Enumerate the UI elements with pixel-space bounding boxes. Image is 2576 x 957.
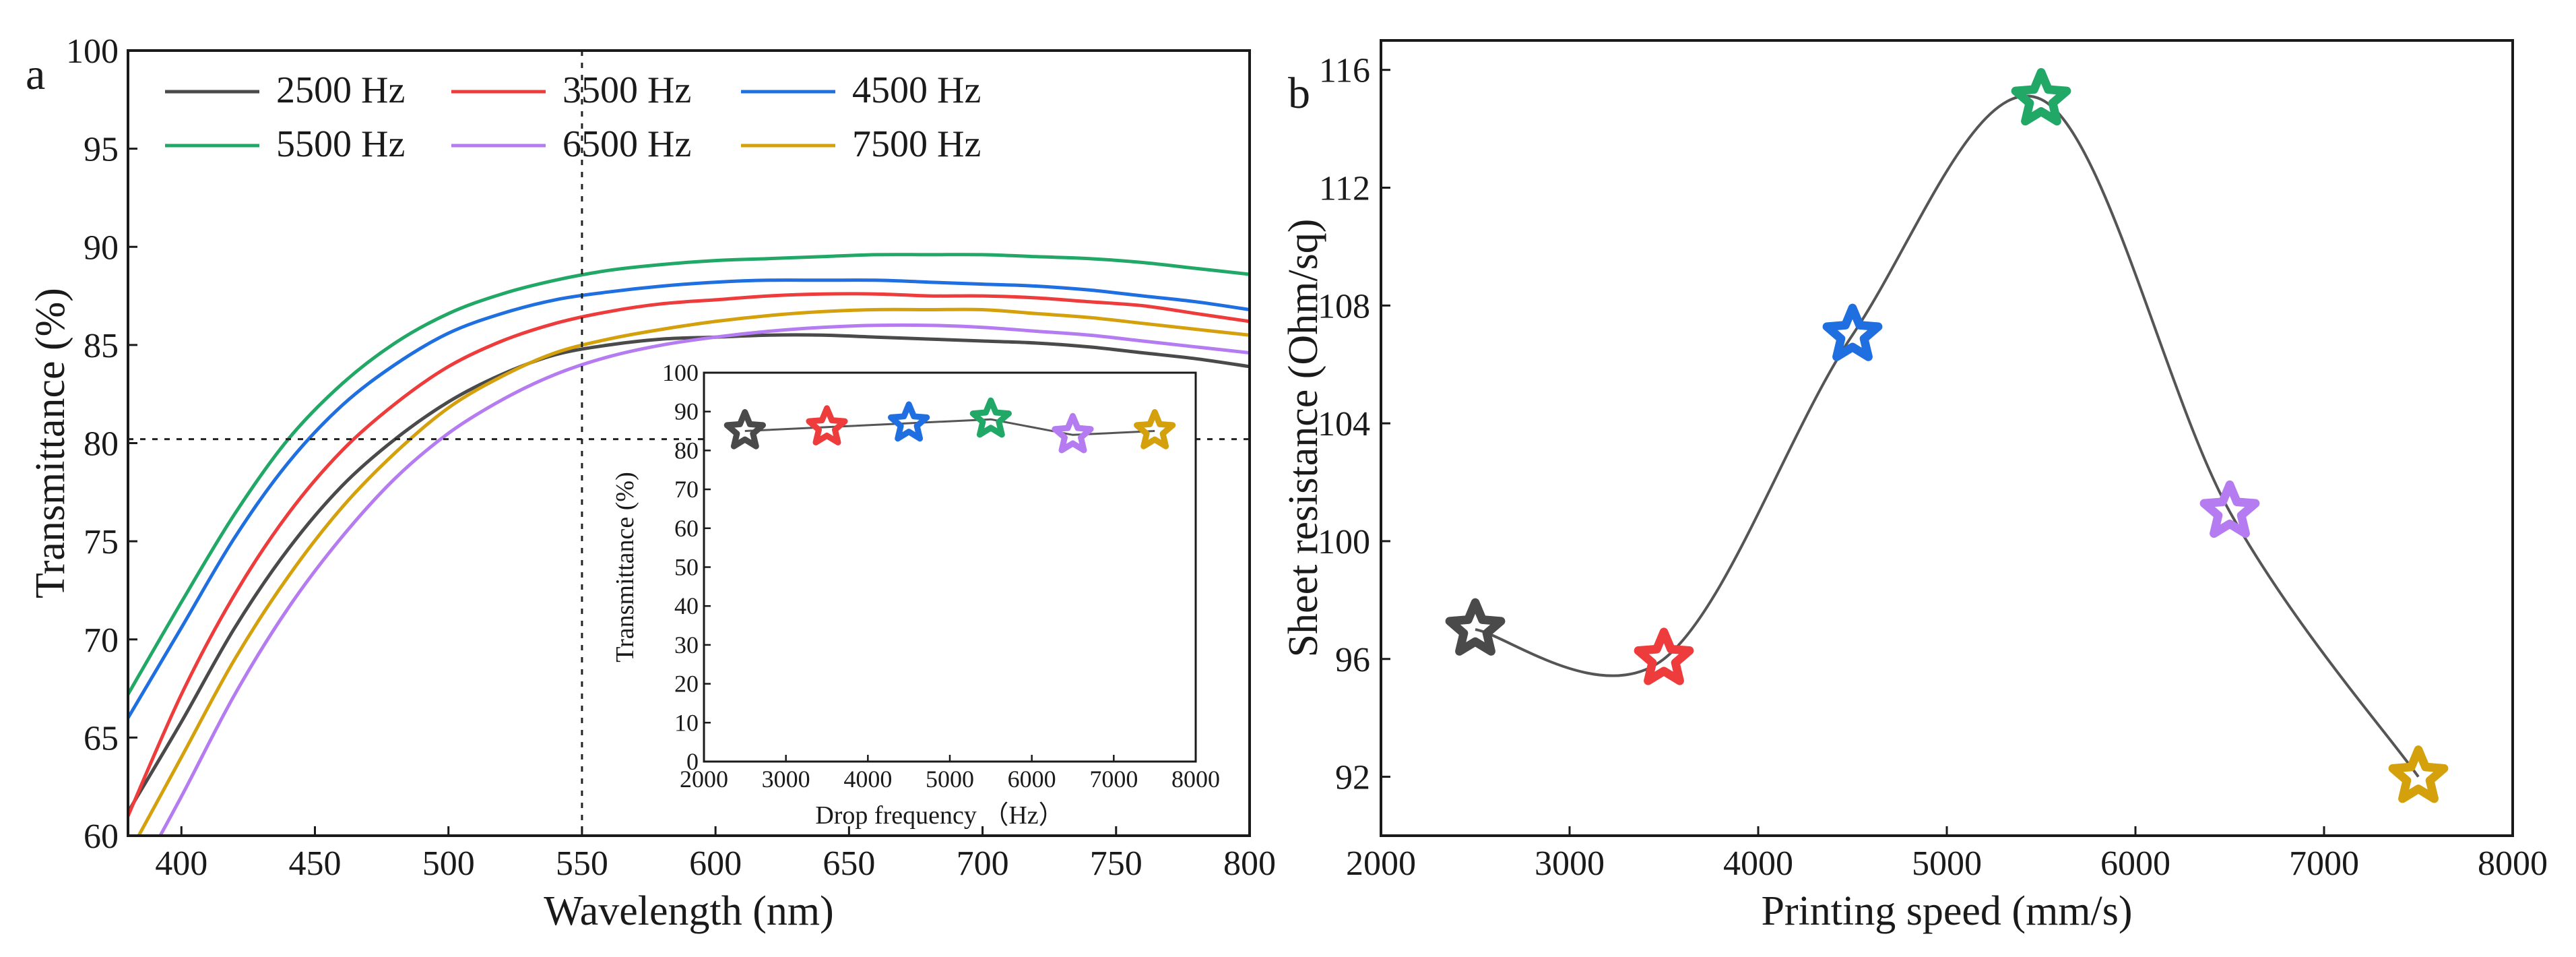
y-tick-label: 116 [1319,52,1370,90]
x-tick-label: 600 [689,844,742,883]
legend-label: 7500 Hz [852,123,981,165]
star-marker [1634,627,1694,685]
y-tick-label: 96 [1335,641,1370,679]
x-tick-label: 450 [289,844,342,883]
star-marker [1445,598,1506,656]
inset-x-axis-title: Drop frequency （Hz） [815,801,1064,830]
y-axis-title: Transmittance (%) [28,288,73,598]
y-tick-label: 60 [84,817,119,856]
inset-star-marker [969,397,1012,438]
series-line-6500 [158,323,1250,836]
y-tick-label: 100 [66,32,119,71]
y-tick-label: 70 [84,621,119,660]
star-marker [2388,745,2449,803]
transmittance-panel: 400 450 500 550 600 650 700 750 8006065707580859… [26,32,1276,934]
inset-x-tick-label: 7000 [1089,766,1138,793]
inset-x-tick-label: 2000 [680,766,728,793]
plot-frame [1380,39,2514,837]
inset-y-tick-label: 10 [674,709,699,736]
inset-star-marker [1134,409,1176,450]
y-tick-label: 65 [84,719,119,758]
series-line-5500 [128,253,1250,696]
inset-y-tick-label: 40 [674,592,699,619]
y-tick-label: 75 [84,523,119,561]
y-tick-label: 95 [84,131,119,169]
inset-star-marker [723,409,766,450]
inset-y-tick-label: 60 [674,515,699,542]
inset-x-tick-label: 5000 [926,766,974,793]
x-tick-label: 550 [556,844,608,883]
y-tick-label: 85 [84,327,119,365]
legend-label: 3500 Hz [562,69,691,111]
x-tick-label: 5000 [1912,844,1982,883]
x-tick-label: 8000 [2478,844,2548,883]
x-axis-title: Wavelength (nm) [544,888,834,934]
inset-frequency-panel: 2000 3000 4000 5000 6000 7000 8000 0 10 20 30 40 50 6… [611,359,1220,830]
inset-star-marker [888,401,930,442]
y-tick-label: 100 [1318,523,1370,561]
y-tick-label: 108 [1318,287,1370,326]
inset-y-tick-label: 70 [674,476,699,503]
series-line-7500 [137,307,1250,836]
legend-label: 6500 Hz [562,123,691,165]
inset-star-marker [806,405,848,445]
y-tick-label: 90 [84,228,119,267]
fit-curve [1475,94,2420,778]
inset-y-tick-label: 80 [674,437,699,464]
x-tick-label: 400 [155,844,207,883]
inset-y-tick-label: 50 [674,554,699,581]
inset-y-axis-title: Transmittance (%) [611,472,639,662]
legend-label: 5500 Hz [276,123,405,165]
inset-star-marker [1052,412,1094,454]
inset-y-tick-label: 0 [686,748,699,775]
x-tick-label: 750 [1090,844,1142,883]
y-tick-label: 80 [84,425,119,464]
inset-y-tick-label: 30 [674,631,699,658]
x-tick-label: 4000 [1723,844,1793,883]
panel-label-a: a [26,50,45,99]
star-marker [2199,480,2260,538]
x-tick-label: 6000 [2100,844,2170,883]
y-axis-title: Sheet resistance (Ohm/sq) [1281,219,1326,658]
x-tick-label: 650 [823,844,875,883]
series-line-2500 [128,333,1250,813]
star-marker [2011,68,2071,126]
star-marker [1822,303,1883,361]
x-tick-label: 700 [957,844,1009,883]
inset-y-tick-label: 20 [674,671,699,698]
inset-y-tick-label: 100 [662,359,699,386]
x-axis-title: Printing speed (mm/s) [1761,888,2132,934]
x-tick-label: 500 [422,844,475,883]
series-line-3500 [128,292,1250,817]
inset-background [704,373,1196,762]
legend-label: 2500 Hz [276,69,405,111]
inset-y-tick-label: 90 [674,398,699,425]
y-tick-label: 112 [1319,170,1370,208]
x-tick-label: 2000 [1346,844,1416,883]
x-tick-label: 3000 [1535,844,1605,883]
panel-label-b: b [1288,69,1310,118]
x-tick-label: 7000 [2289,844,2359,883]
inset-x-tick-label: 3000 [762,766,810,793]
inset-x-tick-label: 8000 [1171,766,1220,793]
y-tick-label: 92 [1335,759,1370,797]
inset-x-tick-label: 4000 [843,766,892,793]
series-line-4500 [128,278,1250,719]
inset-x-tick-label: 6000 [1008,766,1056,793]
sheet-resistance-panel: 2000 3000 4000 5000 6000 7000 8000 92 96 100 104 10… [1281,39,2548,934]
y-tick-label: 104 [1318,405,1370,443]
legend-label: 4500 Hz [852,69,981,111]
x-tick-label: 800 [1223,844,1276,883]
